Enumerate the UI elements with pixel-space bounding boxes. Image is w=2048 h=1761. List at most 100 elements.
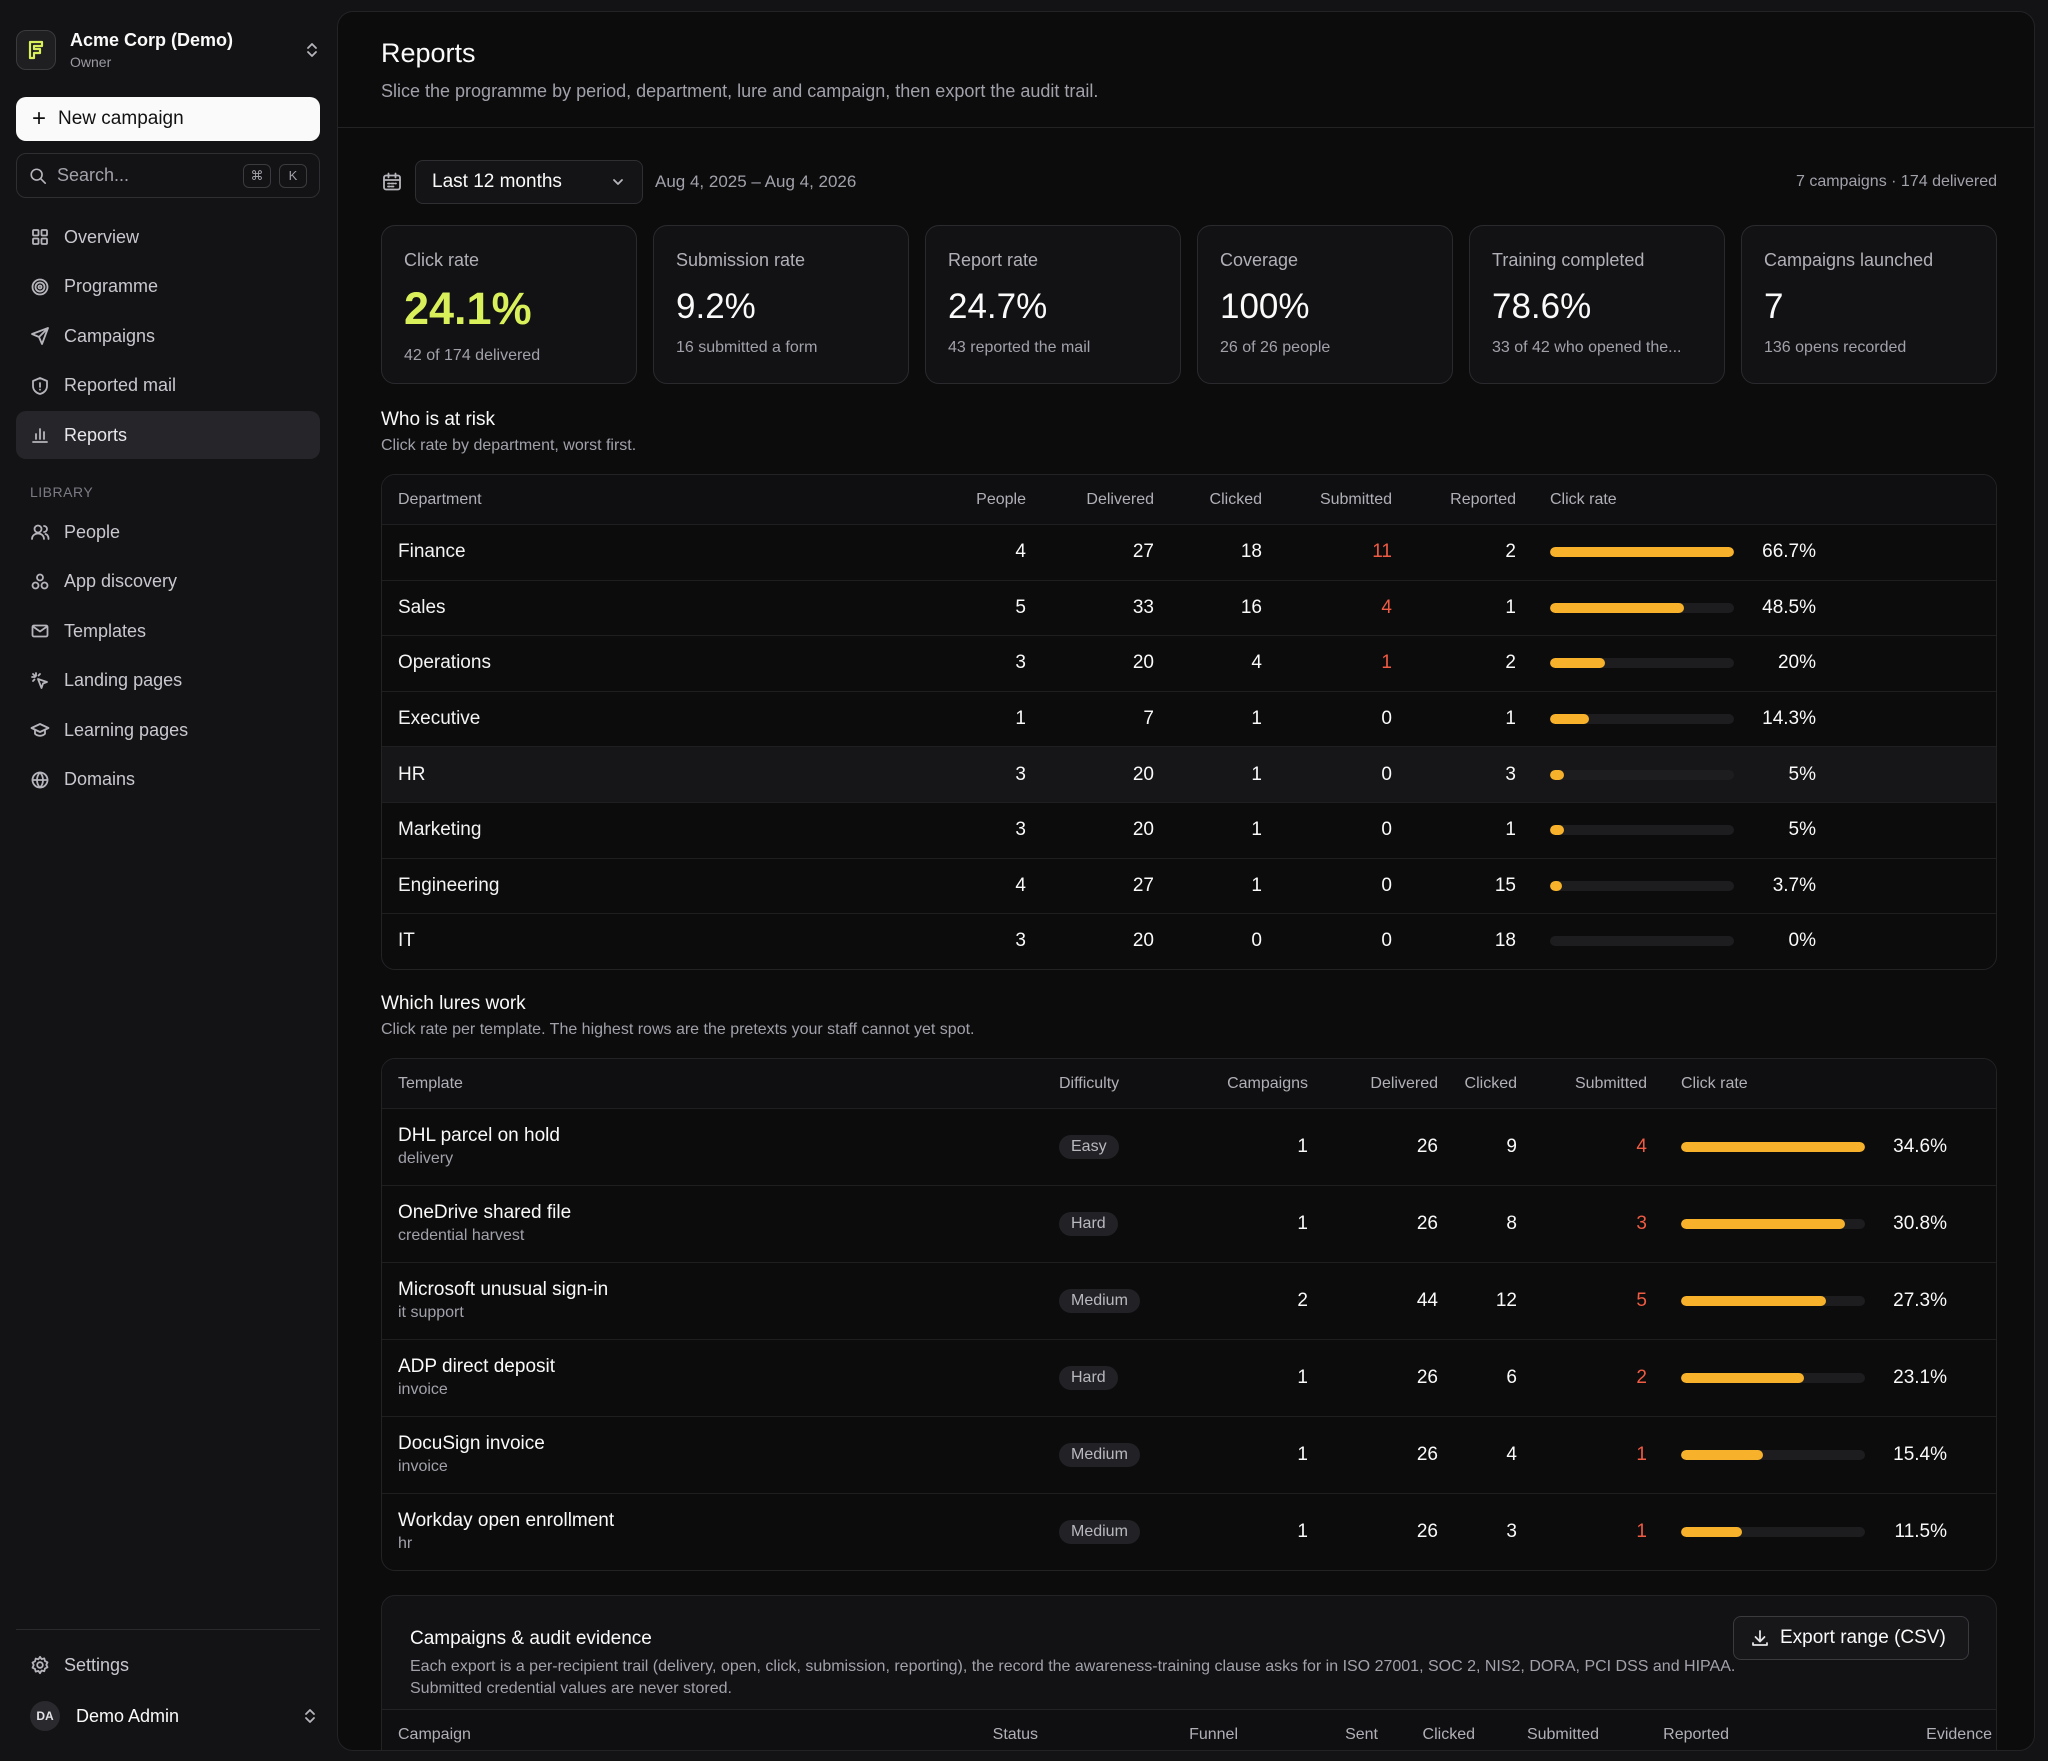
sidebar: Acme Corp (Demo) Owner + New campaign Se… [0,0,336,1761]
click-rate-value: 3.7% [1772,874,1816,896]
department-name: Engineering [398,874,500,896]
cell-people: 3 [1015,652,1026,674]
table-row[interactable]: Workday open enrollment hr Medium 1 26 3 1 11.5… [382,1493,1996,1570]
cell-delivered: 26 [1416,1136,1438,1157]
org-switcher[interactable]: Acme Corp (Demo) Owner [16,24,322,76]
period-select[interactable]: Last 12 months [415,160,643,204]
table-row[interactable]: Engineering 4 27 1 0 15 3.7% [382,857,1996,914]
chevron-updown-icon [307,43,317,57]
click-rate-bar [1550,825,1734,836]
column-header: Department [398,490,482,508]
template-cell: OneDrive shared file credential harvest [398,1201,1059,1247]
table-row[interactable]: OneDrive shared file credential harvest Ha… [382,1185,1996,1262]
template-cell: ADP direct deposit invoice [398,1355,1059,1401]
period-value: Last 12 months [432,171,562,192]
column-header: Template [398,1074,463,1092]
cell-clicked: 18 [1240,541,1262,563]
cell-reported: 3 [1505,763,1516,785]
cell-clicked: 1 [1251,708,1262,730]
column-header: People [976,490,1026,508]
cell-submitted: 1 [1636,1521,1647,1542]
sidebar-item-app-discovery[interactable]: App discovery [16,558,320,606]
column-header: Reported [1450,490,1516,508]
column-header: Evidence [1926,1725,1992,1743]
mail-icon [31,624,49,638]
users-icon [31,524,50,540]
cell-submitted: 3 [1636,1213,1647,1234]
page-subtitle: Slice the programme by period, departmen… [381,81,1099,101]
template-name: DHL parcel on hold [398,1125,560,1146]
column-header: Campaigns [1227,1074,1308,1092]
cell-campaigns: 1 [1297,1213,1308,1234]
click-rate-bar [1681,1373,1865,1383]
send-icon [31,327,49,345]
column-header: Campaign [398,1725,471,1743]
audit-description: Each export is a per-recipient trail (de… [410,1658,1736,1697]
click-rate-value: 14.3% [1762,708,1816,730]
sidebar-item-learning-pages[interactable]: Learning pages [16,706,320,754]
cell-clicked: 6 [1506,1367,1517,1388]
cell-delivered: 7 [1143,708,1154,730]
difficulty-badge: Medium [1059,1289,1140,1313]
sidebar-item-people[interactable]: People [16,508,320,556]
click-rate-bar-fill [1550,547,1734,558]
lures-title: Which lures work [381,993,526,1014]
cell-submitted: 11 [1372,541,1392,563]
column-header: Click rate [1681,1074,1748,1092]
sidebar-item-label: Reports [64,424,128,445]
sidebar-item-templates[interactable]: Templates [16,607,320,655]
table-row[interactable]: DocuSign invoice invoice Medium 1 26 4 1 15.4% [382,1416,1996,1493]
sidebar-item-reports[interactable]: Reports [16,411,320,459]
table-header: Department People Delivered Clicked Submitte… [382,475,1996,524]
template-cell: Workday open enrollment hr [398,1509,1059,1555]
table-row[interactable]: Finance 4 27 18 11 2 66.7% [382,524,1996,580]
table-row[interactable]: Sales 5 33 16 4 1 48.5% [382,579,1996,636]
chevron-down-icon [613,179,623,185]
click-rate-bar [1681,1527,1865,1537]
table-row[interactable]: IT 3 20 0 0 18 0% [382,913,1996,969]
cell-campaigns: 2 [1297,1290,1308,1311]
stat-value: 9.2% [676,287,756,326]
sidebar-item-campaigns[interactable]: Campaigns [16,312,320,360]
sidebar-item-programme[interactable]: Programme [16,263,320,311]
difficulty-badge: Easy [1059,1135,1119,1159]
department-name: Operations [398,652,491,674]
plus-icon: + [32,105,47,132]
audit-card: Campaigns & audit evidence Each export i… [381,1595,1997,1750]
sidebar-item-domains[interactable]: Domains [16,756,320,804]
column-header: Clicked [1464,1074,1517,1092]
stat-value: 24.7% [948,287,1048,326]
sidebar-item-reported-mail[interactable]: Reported mail [16,362,320,410]
table-row[interactable]: ADP direct deposit invoice Hard 1 26 6 2 23.1% [382,1339,1996,1416]
audit-title: Campaigns & audit evidence [410,1628,652,1649]
sidebar-item-landing-pages[interactable]: Landing pages [16,657,320,705]
table-row[interactable]: Executive 1 7 1 0 1 14.3% [382,690,1996,747]
template-name: Microsoft unusual sign-in [398,1279,609,1300]
search-input[interactable]: Search... ⌘ K [16,153,320,198]
sidebar-item-overview[interactable]: Overview [16,213,320,261]
click-rate-value: 30.8% [1893,1213,1947,1234]
cell-submitted: 4 [1381,596,1392,618]
table-row[interactable]: Microsoft unusual sign-in it support Mediu… [382,1262,1996,1339]
stat-value: 7 [1764,287,1784,326]
table-row[interactable]: Operations 3 20 4 1 2 20% [382,635,1996,691]
export-csv-button[interactable]: Export range (CSV) [1733,1616,1969,1660]
user-menu[interactable]: DA Demo Admin [16,1694,320,1738]
click-rate-bar-fill [1550,602,1684,613]
stat-label: Campaigns launched [1764,250,1934,270]
column-header: Difficulty [1059,1074,1120,1092]
cell-delivered: 26 [1416,1444,1438,1465]
table-row[interactable]: Marketing 3 20 1 0 1 5% [382,801,1996,858]
new-campaign-button[interactable]: + New campaign [16,97,320,141]
search-icon [30,167,47,184]
click-rate-bar [1550,936,1734,947]
column-header: Delivered [1370,1074,1438,1092]
cell-clicked: 0 [1251,930,1262,952]
org-role: Owner [70,54,112,70]
click-rate-bar-fill [1550,880,1562,891]
stat-hint: 42 of 174 delivered [404,347,541,364]
sidebar-item-label: Templates [64,620,147,641]
table-row[interactable]: HR 3 20 1 0 3 5% [382,746,1996,802]
table-row[interactable]: DHL parcel on hold delivery Easy 1 26 9 4 34.6% [382,1108,1996,1185]
sidebar-item-settings[interactable]: Settings [16,1641,320,1689]
